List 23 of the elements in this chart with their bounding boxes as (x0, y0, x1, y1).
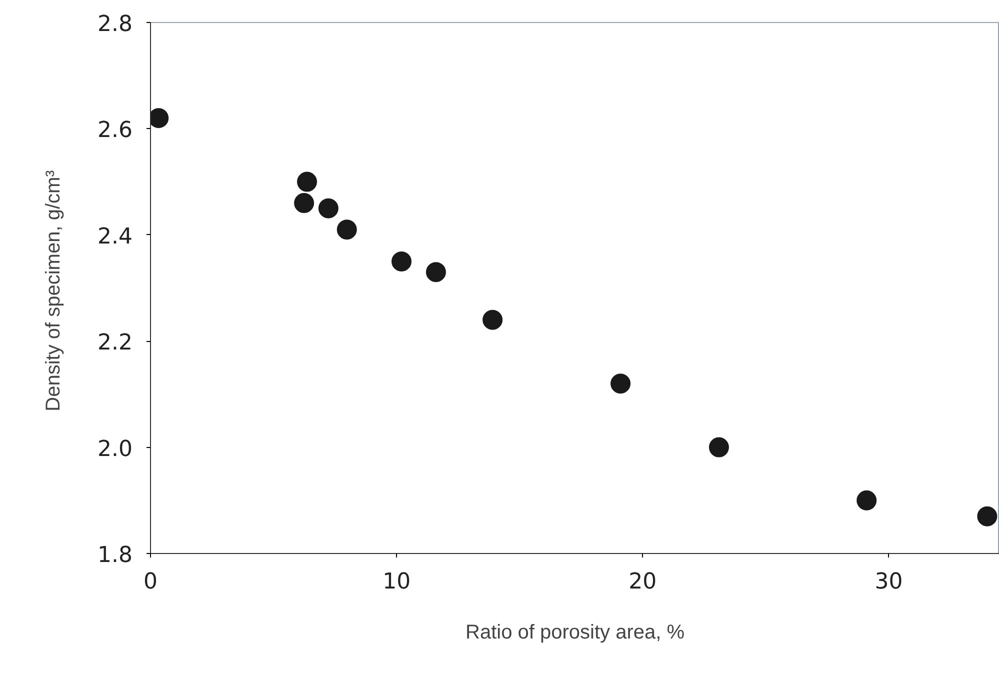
x-tick-label: 10 (382, 570, 411, 594)
point (297, 172, 318, 192)
point (482, 310, 503, 330)
y-tick-label: 2.0 (98, 436, 133, 462)
point (610, 374, 631, 394)
point (426, 262, 446, 282)
y-tick-label: 2.6 (98, 118, 133, 144)
y-tick-label: 2.4 (98, 224, 133, 250)
point (336, 220, 357, 240)
y-tick-label: 1.8 (98, 543, 133, 568)
point (856, 490, 877, 510)
point (318, 198, 338, 218)
x-tick-label: 20 (628, 570, 657, 594)
y-tick-label: 2.8 (98, 12, 133, 37)
y-axis-title: Density of specimen, g/cm³ (42, 170, 65, 412)
x-axis-title: Ratio of porosity area, % (466, 622, 685, 644)
point (977, 506, 998, 526)
x-tick-label: 30 (874, 570, 903, 594)
point (294, 193, 314, 214)
x-tick-label: 0 (144, 570, 158, 594)
point (708, 437, 729, 458)
point (392, 251, 412, 272)
y-tick-label: 2.2 (98, 330, 133, 356)
